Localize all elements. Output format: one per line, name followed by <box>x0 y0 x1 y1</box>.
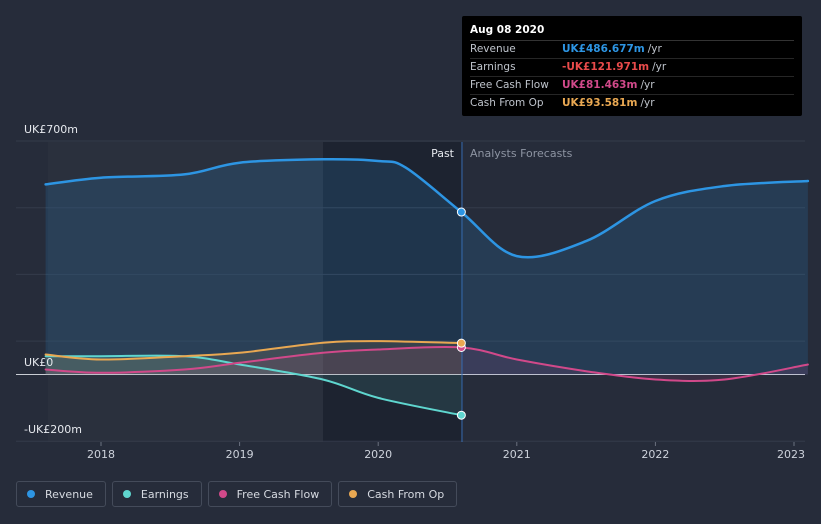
earnings-marker[interactable] <box>456 410 466 420</box>
forecast-label: Analysts Forecasts <box>470 147 573 160</box>
tooltip-row-cash-from-op: Cash From Op UK£93.581m /yr <box>470 95 794 112</box>
legend: Revenue Earnings Free Cash Flow Cash Fro… <box>16 481 458 507</box>
x-tick-label: 2020 <box>364 448 392 461</box>
tooltip-label: Free Cash Flow <box>470 79 549 91</box>
free-cash-flow-line <box>44 345 809 382</box>
tooltip-row-earnings: Earnings -UK£121.971m /yr <box>470 59 794 77</box>
past-shade-dark <box>323 142 463 442</box>
earnings-line <box>44 354 463 417</box>
tooltip-value: UK£93.581m <box>562 97 638 109</box>
tooltip-row-free-cash-flow: Free Cash Flow UK£81.463m /yr <box>470 77 794 95</box>
series-markers <box>456 207 466 420</box>
tooltip-label: Cash From Op <box>470 97 544 109</box>
cash-from-op-line <box>44 340 463 361</box>
revenue-area <box>45 159 808 375</box>
legend-item-earnings[interactable]: Earnings <box>111 481 202 507</box>
tooltip-unit: /yr <box>640 97 655 109</box>
legend-dot-icon <box>349 490 358 498</box>
grid <box>16 140 805 442</box>
legend-label: Revenue <box>45 487 93 501</box>
legend-dot-icon <box>218 490 227 498</box>
legend-label: Earnings <box>140 487 189 501</box>
y-label-max: UK£700m <box>24 123 78 136</box>
x-tick-label: 2021 <box>503 448 531 461</box>
x-tick-label: 2023 <box>777 448 805 461</box>
y-label-min: -UK£200m <box>24 423 82 436</box>
x-tick-label: 2022 <box>641 448 669 461</box>
tooltip-value: UK£486.677m <box>562 43 645 55</box>
legend-item-free-cash-flow[interactable]: Free Cash Flow <box>207 481 333 507</box>
free-cash-flow-area <box>45 346 808 381</box>
tooltip-unit: /yr <box>647 43 662 55</box>
revenue-marker[interactable] <box>456 207 466 217</box>
legend-dot-icon <box>27 490 35 498</box>
legend-item-revenue[interactable]: Revenue <box>16 481 106 507</box>
legend-label: Free Cash Flow <box>236 487 320 501</box>
y-label-zero: UK£0 <box>24 356 53 369</box>
revenue-line <box>44 158 810 259</box>
tooltip-date: Aug 08 2020 <box>470 24 794 41</box>
past-label: Past <box>431 147 455 160</box>
x-tick-label: 2018 <box>87 448 115 461</box>
series-lines <box>44 158 810 417</box>
tooltip-label: Revenue <box>470 43 516 55</box>
tooltip: Aug 08 2020 Revenue UK£486.677m /yr Earn… <box>462 16 802 116</box>
x-tick-label: 2019 <box>226 448 254 461</box>
tooltip-label: Earnings <box>470 61 516 73</box>
past-shade-light <box>48 142 323 442</box>
tooltip-row-revenue: Revenue UK£486.677m /yr <box>470 41 794 59</box>
chart-area: Past Analysts Forecasts UK£700m UK£0 -UK… <box>16 123 810 461</box>
tooltip-value: -UK£121.971m <box>562 61 650 73</box>
tooltip-unit: /yr <box>652 61 667 73</box>
x-axis: 2018 2019 2020 2021 2022 2023 <box>87 442 805 461</box>
cash-from-op-marker[interactable] <box>456 338 466 348</box>
legend-label: Cash From Op <box>367 487 445 501</box>
legend-dot-icon <box>122 490 131 498</box>
earnings-area <box>45 355 462 416</box>
tooltip-value: UK£81.463m <box>562 79 638 91</box>
legend-item-cash-from-op[interactable]: Cash From Op <box>338 481 458 507</box>
tooltip-unit: /yr <box>640 79 655 91</box>
